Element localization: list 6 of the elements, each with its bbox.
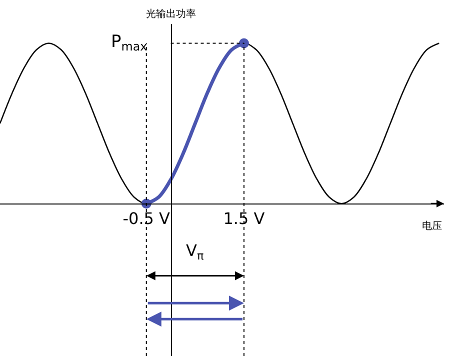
x-tick-label: -0.5 V	[122, 208, 170, 228]
y-axis-title: 光输出功率	[146, 8, 196, 20]
x-tick-label: 1.5 V	[223, 208, 265, 228]
ref-line-label: P$_{max}$	[111, 32, 148, 54]
text: V$_{π}$	[186, 241, 204, 262]
x-axis-title: 电压	[422, 220, 442, 232]
